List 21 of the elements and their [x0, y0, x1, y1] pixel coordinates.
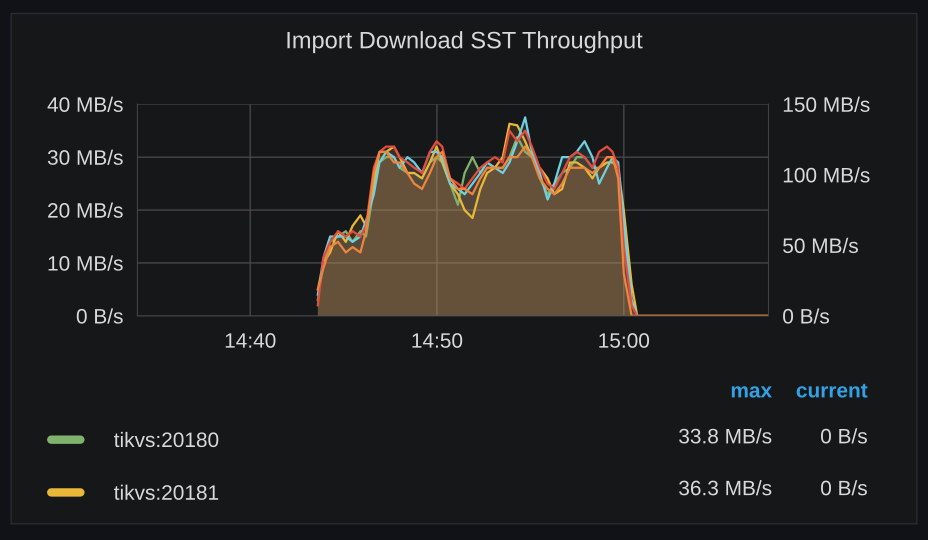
chart-title: Import Download SST Throughput [287, 31, 643, 54]
text: 36.3 MB/s [679, 480, 772, 496]
y-tick-label: 0 B/s [76, 308, 123, 324]
legend-label: tikvs:20180 [114, 432, 218, 448]
y2-tick-label: 100 MB/s [784, 167, 870, 183]
text: 0 B/s [821, 480, 867, 496]
text: current [796, 384, 868, 398]
y2-tick-label: 50 MB/s [783, 238, 858, 254]
text: 0 B/s [821, 428, 867, 444]
y-tick-label: 10 MB/s [48, 255, 123, 271]
y2-tick-label: 0 B/s [783, 308, 829, 324]
x-tick-label: 14:40 [226, 333, 276, 348]
x-tick-label: 14:50 [412, 333, 462, 348]
y-tick-label: 20 MB/s [48, 202, 123, 218]
text: max [732, 386, 772, 398]
y-tick-label: 40 MB/s [48, 96, 123, 112]
legend-label: tikvs:20181 [114, 484, 218, 500]
y-tick-label: 30 MB/s [48, 150, 123, 165]
x-tick-label: 15:00 [599, 333, 650, 348]
text: 33.8 MB/s [679, 428, 772, 444]
y2-tick-label: 150 MB/s [784, 96, 870, 112]
